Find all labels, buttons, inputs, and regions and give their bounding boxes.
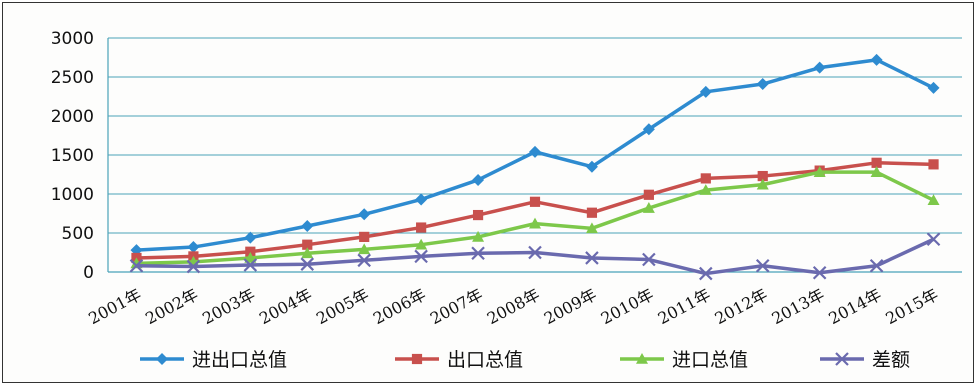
data-point-s0-5	[415, 193, 428, 206]
legend-marker-1	[411, 353, 423, 365]
data-point-s3-3	[300, 257, 315, 271]
data-point-s1-8	[586, 207, 598, 218]
y-tick-label-1500: 1500	[51, 146, 94, 166]
data-point-s3-2	[243, 258, 258, 272]
data-point-s3-13	[869, 258, 884, 273]
data-point-s0-4	[358, 208, 371, 221]
data-point-s2-12	[813, 166, 826, 177]
data-point-s0-9	[642, 123, 655, 136]
data-point-s0-6	[472, 173, 485, 186]
data-point-s3-10	[699, 266, 713, 281]
data-point-s3-7	[528, 245, 542, 260]
data-point-s2-8	[585, 222, 598, 234]
data-point-s2-14	[927, 194, 940, 206]
data-point-s3-9	[642, 252, 656, 267]
data-point-s1-3	[302, 239, 313, 250]
data-point-s2-3	[301, 247, 314, 259]
data-point-s3-11	[755, 258, 770, 273]
x-tick-label-3: 2004年	[256, 285, 315, 328]
y-tick-label-1000: 1000	[51, 185, 94, 205]
x-tick-label-5: 2006年	[370, 285, 429, 328]
data-point-s2-4	[358, 243, 371, 255]
data-point-s2-5	[415, 238, 428, 250]
data-point-s0-7	[529, 145, 541, 158]
y-tick-label-3000: 3000	[51, 29, 94, 49]
x-tick-label-13: 2014年	[825, 285, 884, 328]
data-point-s0-1	[187, 241, 200, 254]
x-tick-label-6: 2007年	[427, 285, 486, 328]
y-tick-label-2500: 2500	[51, 68, 94, 88]
x-tick-label-14: 2015年	[882, 285, 941, 328]
data-point-s0-14	[927, 81, 940, 94]
legend-label-1: 出口总值	[447, 349, 523, 371]
x-tick-label-9: 2010年	[598, 285, 657, 328]
data-point-s2-11	[756, 178, 769, 190]
x-tick-label-12: 2013年	[769, 285, 828, 328]
data-point-s2-10	[699, 184, 712, 195]
data-point-s2-7	[529, 217, 541, 229]
data-point-s3-12	[812, 266, 827, 280]
data-point-s1-14	[928, 159, 939, 170]
legend-marker-2	[636, 353, 648, 364]
legend-label-0: 进出口总值	[192, 349, 287, 371]
legend-marker-3	[835, 352, 849, 366]
data-point-s3-5	[414, 249, 428, 264]
data-point-s3-6	[471, 246, 485, 261]
x-tick-label-0: 2001年	[85, 285, 144, 328]
data-point-s2-6	[472, 230, 485, 242]
x-tick-label-10: 2011年	[655, 285, 714, 328]
legend-label-2: 进口总值	[672, 349, 748, 371]
x-tick-label-2: 2003年	[199, 285, 258, 328]
data-point-s1-10	[700, 173, 711, 184]
data-point-s0-11	[756, 78, 769, 91]
data-point-s0-2	[244, 231, 257, 244]
x-tick-label-8: 2009年	[541, 285, 600, 328]
y-tick-label-500: 500	[62, 224, 94, 244]
data-point-s0-8	[585, 160, 598, 173]
data-point-s3-8	[585, 251, 599, 265]
data-point-s3-0	[129, 258, 144, 273]
data-point-s1-5	[416, 222, 427, 233]
data-point-s2-13	[870, 166, 883, 177]
data-point-s1-4	[359, 231, 370, 242]
data-point-s0-13	[870, 53, 883, 66]
data-point-s1-2	[245, 246, 256, 257]
data-point-s3-1	[186, 259, 201, 274]
data-point-s1-9	[643, 189, 654, 200]
data-point-s1-6	[472, 209, 484, 221]
x-tick-label-11: 2012年	[712, 285, 771, 328]
x-tick-label-7: 2008年	[484, 285, 543, 328]
series-line-1	[136, 161, 934, 260]
data-point-s3-4	[357, 253, 371, 268]
y-tick-label-0: 0	[83, 263, 94, 283]
data-point-s1-7	[529, 196, 541, 207]
data-point-s1-13	[871, 157, 882, 168]
legend-marker-0	[156, 353, 168, 365]
data-point-s2-2	[244, 251, 257, 263]
data-point-s0-3	[301, 219, 314, 232]
y-tick-label-2000: 2000	[51, 107, 94, 127]
data-point-s0-12	[813, 61, 826, 74]
data-point-s3-14	[926, 232, 941, 247]
data-point-s1-11	[757, 170, 768, 182]
data-point-s2-9	[642, 202, 655, 213]
legend-label-3: 差额	[872, 349, 910, 371]
data-point-s0-10	[699, 85, 712, 98]
x-tick-label-1: 2002年	[142, 285, 201, 328]
x-tick-label-4: 2005年	[313, 285, 372, 328]
